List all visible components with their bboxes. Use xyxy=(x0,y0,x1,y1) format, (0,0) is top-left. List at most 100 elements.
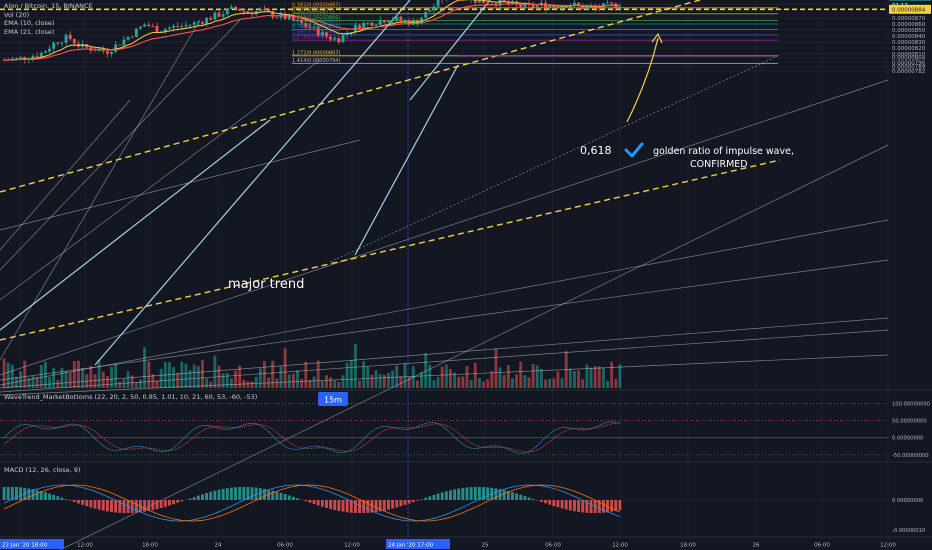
candle-body xyxy=(436,0,440,7)
volume-bar xyxy=(39,364,43,388)
macd-histogram-bar xyxy=(614,500,618,512)
ema-lines xyxy=(4,0,620,61)
confirmed-label: CONFIRMED xyxy=(690,159,748,170)
macd-histogram-bar xyxy=(502,490,506,500)
candle xyxy=(597,4,601,12)
macd-label[interactable]: MACD (12, 26, close, 9) xyxy=(4,466,81,474)
candle-body xyxy=(391,20,395,21)
candle xyxy=(35,51,39,59)
candle-body xyxy=(155,26,159,33)
macd-histogram-bar xyxy=(77,500,80,504)
macd-histogram-bar xyxy=(196,495,200,500)
candle xyxy=(358,23,361,32)
candle-body xyxy=(15,57,18,59)
volume-bar xyxy=(502,374,506,388)
wavetrend-label[interactable]: WaveTrend_MarketBottoms (22, 20, 2, 50, … xyxy=(4,393,258,401)
macd-histogram-bar xyxy=(72,500,76,502)
candle xyxy=(618,3,622,12)
volume-bar xyxy=(556,371,560,388)
candle-body xyxy=(585,6,589,10)
candle-body xyxy=(110,51,113,54)
macd-histogram-bar xyxy=(585,500,589,513)
macd-histogram-bar xyxy=(56,496,60,500)
volume-bar xyxy=(110,366,113,388)
volume-bar xyxy=(308,380,312,388)
legend-vol[interactable]: Vol (20) xyxy=(4,10,30,19)
macd-histogram-bar xyxy=(101,500,105,511)
volume-bar xyxy=(254,376,258,388)
volume-bar xyxy=(387,372,390,388)
macd-histogram-bar xyxy=(39,491,43,500)
volume-bar xyxy=(238,365,242,388)
candle xyxy=(593,3,597,12)
candle xyxy=(48,45,51,54)
volume-bar xyxy=(139,379,142,388)
macd-histogram-bar xyxy=(610,500,614,512)
volume-bar xyxy=(167,362,171,388)
candle xyxy=(382,19,386,23)
legend-symbol[interactable]: Aion / Bitcoin, 15, BINANCE xyxy=(4,2,93,10)
time-tick-label: 12:00 xyxy=(880,543,896,549)
fan-line xyxy=(0,79,889,376)
volume-bar xyxy=(114,363,118,388)
macd-histogram-bar xyxy=(333,500,337,511)
wavetrend-tick-label: 100.00000000 xyxy=(892,401,930,407)
volume-bar xyxy=(60,367,64,388)
wavetrend-tick-label: -50.00000000 xyxy=(892,453,929,459)
macd-histogram-bar xyxy=(143,500,147,512)
fan-line xyxy=(0,19,241,271)
macd-histogram-bar xyxy=(89,500,93,508)
macd-histogram-bar xyxy=(271,490,275,500)
macd-histogram-bar xyxy=(134,500,138,513)
candle-body xyxy=(490,3,494,5)
macd-tick-label: -0.00000010 xyxy=(892,528,925,534)
candle-body xyxy=(531,4,535,8)
volume-bar xyxy=(337,381,341,388)
volume-bar xyxy=(465,366,469,388)
time-label-box xyxy=(0,539,64,549)
fib-label: 0.707(0.00000860) xyxy=(292,19,340,25)
candle-body xyxy=(209,17,213,20)
legend-ema10[interactable]: EMA (10, close) xyxy=(4,19,55,28)
volume-bar xyxy=(436,376,440,388)
legend-ema21[interactable]: EMA (21, close) xyxy=(4,27,55,36)
volume-bar xyxy=(291,373,295,388)
arrow-head-icon xyxy=(651,32,663,44)
volume-bar xyxy=(6,362,10,388)
fan-line xyxy=(0,317,889,389)
candle xyxy=(308,23,312,31)
fib-label: 1(0.00000833) xyxy=(292,35,329,41)
candle-body xyxy=(287,15,291,20)
candle-body xyxy=(130,36,134,38)
volume-bar xyxy=(535,365,539,388)
macd-histogram-bar xyxy=(180,500,184,502)
candle-body xyxy=(477,0,481,3)
volume-bar xyxy=(320,380,324,388)
candle-body xyxy=(374,24,378,26)
price-tick-label: 0.00000870 xyxy=(892,16,926,22)
wavetrend-signal xyxy=(3,422,620,453)
candle-body xyxy=(97,49,101,52)
macd-histogram-bar xyxy=(2,487,6,500)
candle-body xyxy=(139,26,142,29)
candlesticks xyxy=(2,0,622,64)
candle-body xyxy=(506,1,510,4)
time-tick-label: 26 xyxy=(753,543,760,549)
macd-histogram-bar xyxy=(205,492,209,500)
macd-histogram-bar xyxy=(60,497,64,500)
candle xyxy=(263,5,266,11)
volume-bar xyxy=(27,377,31,388)
volume-bar xyxy=(184,363,188,388)
macd-histogram-bar xyxy=(201,494,204,500)
channel-line xyxy=(409,0,491,101)
candle-body xyxy=(151,26,155,27)
candle xyxy=(242,8,246,15)
candle-body xyxy=(213,12,217,20)
candle-body xyxy=(184,24,188,27)
macd-line xyxy=(3,484,621,522)
trendlines xyxy=(0,0,889,550)
volume-bar xyxy=(548,378,552,388)
volume-bar xyxy=(52,367,56,388)
macd-histogram-bar xyxy=(254,487,258,500)
